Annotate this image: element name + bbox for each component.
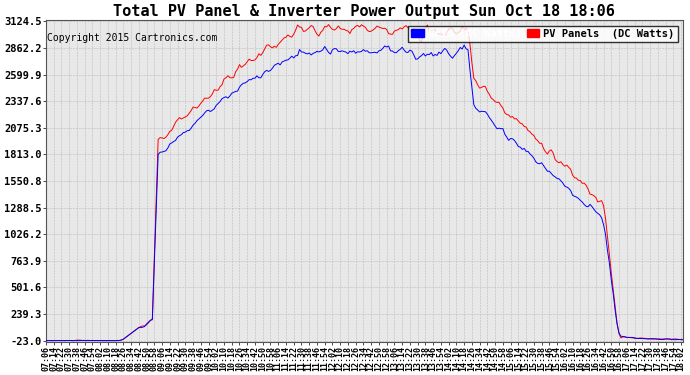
Legend: Grid (AC Watts), PV Panels  (DC Watts): Grid (AC Watts), PV Panels (DC Watts) <box>408 26 678 42</box>
Title: Total PV Panel & Inverter Power Output Sun Oct 18 18:06: Total PV Panel & Inverter Power Output S… <box>113 4 615 19</box>
Text: Copyright 2015 Cartronics.com: Copyright 2015 Cartronics.com <box>47 33 217 43</box>
